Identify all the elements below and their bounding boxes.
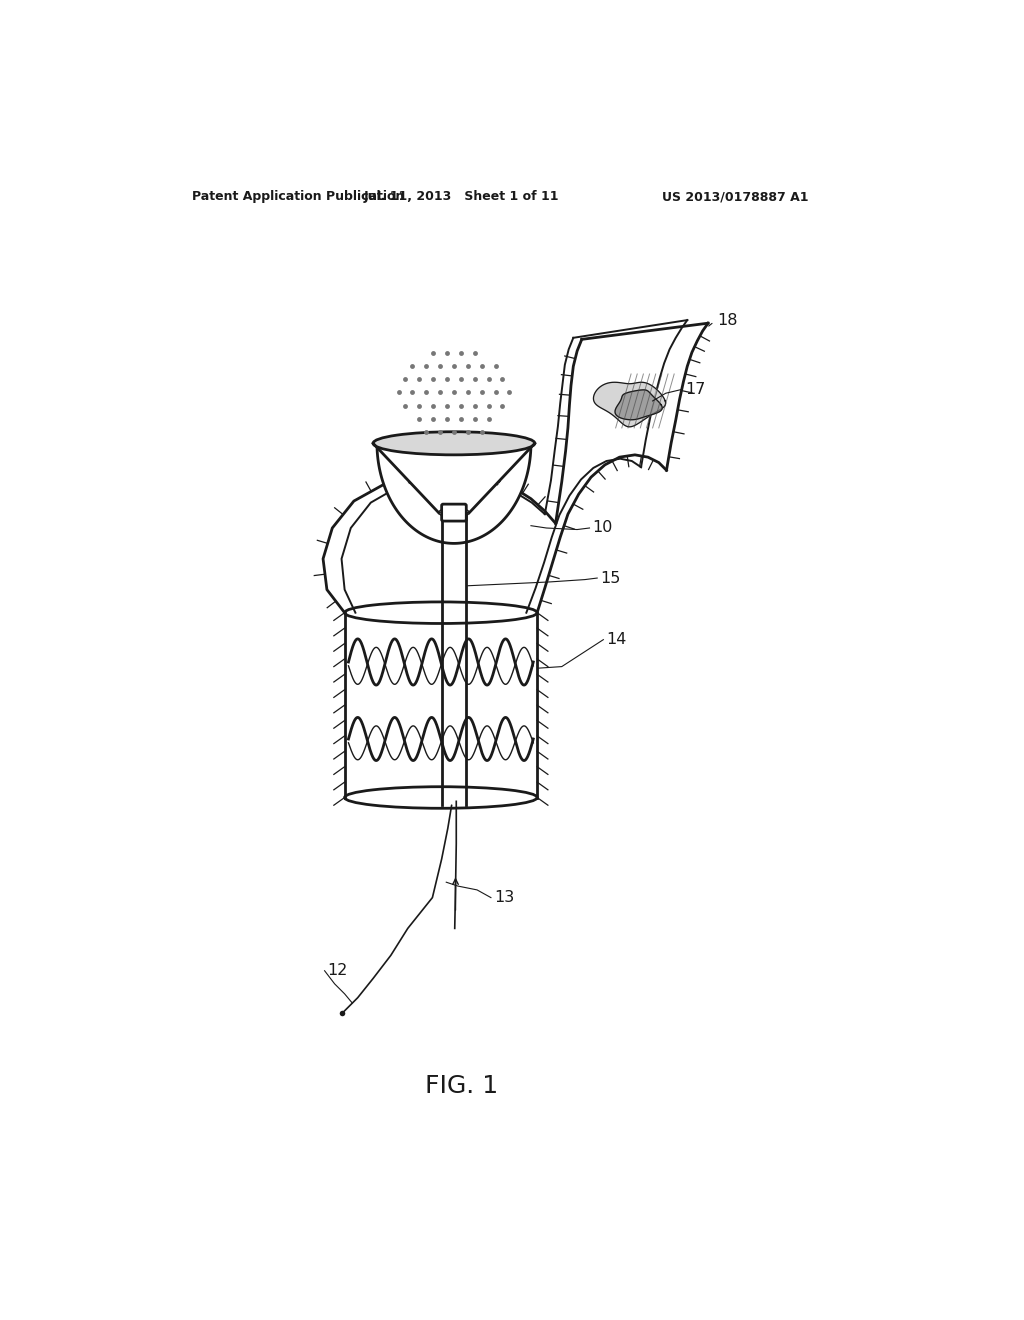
- Polygon shape: [615, 389, 663, 420]
- Polygon shape: [373, 444, 535, 512]
- FancyBboxPatch shape: [441, 504, 466, 521]
- Text: FIG. 1: FIG. 1: [425, 1074, 499, 1098]
- Text: 13: 13: [494, 890, 514, 906]
- Text: 18: 18: [717, 313, 738, 327]
- Text: Patent Application Publication: Patent Application Publication: [193, 190, 404, 203]
- Text: 14: 14: [606, 632, 627, 647]
- Polygon shape: [377, 444, 531, 544]
- Text: 15: 15: [600, 570, 621, 586]
- Text: 12: 12: [327, 964, 347, 978]
- Ellipse shape: [373, 432, 535, 455]
- Polygon shape: [594, 383, 666, 426]
- Text: Jul. 11, 2013   Sheet 1 of 11: Jul. 11, 2013 Sheet 1 of 11: [364, 190, 559, 203]
- Text: US 2013/0178887 A1: US 2013/0178887 A1: [662, 190, 808, 203]
- Text: 17: 17: [685, 381, 706, 397]
- Text: 10: 10: [593, 520, 613, 536]
